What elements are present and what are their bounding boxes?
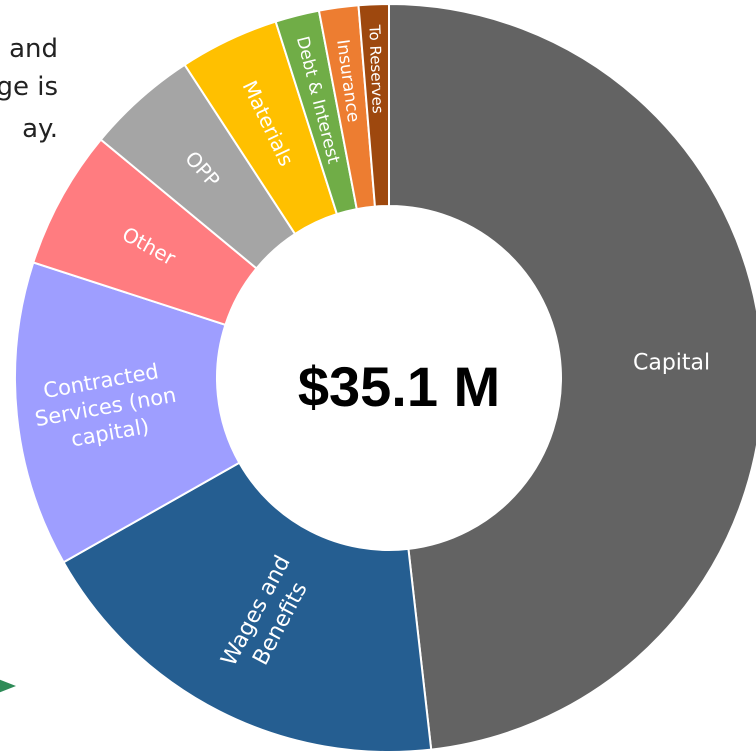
donut-slice (388, 2, 756, 751)
background-text-line: ay. (22, 114, 58, 144)
donut-slice (14, 261, 241, 564)
center-total-label: $35.1 M (298, 355, 500, 418)
arrow-icon (0, 679, 16, 693)
background-text-block: and ge is ay. (0, 30, 58, 148)
background-text-line: ge is (0, 72, 58, 102)
slice-label: Capital (633, 351, 710, 376)
slice-label: To Reserves (365, 24, 387, 115)
donut-slice (357, 2, 390, 208)
donut-slice (62, 461, 433, 752)
background-text-line: and (9, 34, 58, 64)
